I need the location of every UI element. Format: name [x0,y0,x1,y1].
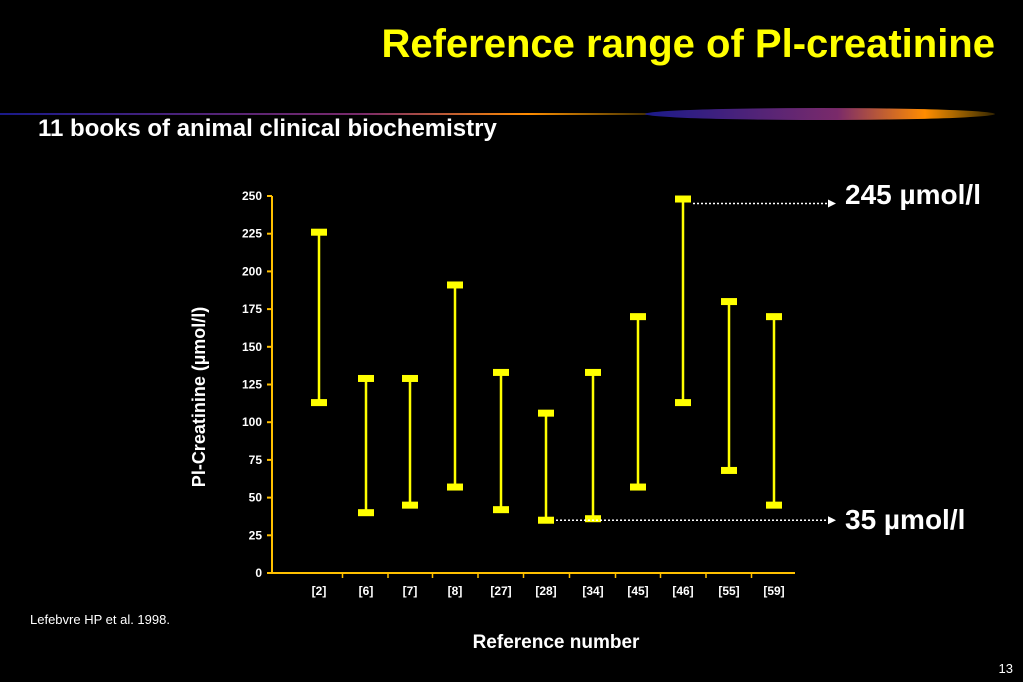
y-tick-label: 225 [242,227,262,241]
y-tick-label: 200 [242,264,262,278]
range-cap-low [630,483,646,491]
reference-arrowhead [828,199,836,208]
range-cap-high [585,368,601,376]
x-tick-label: [8] [448,584,463,598]
x-tick-label: [55] [718,584,739,598]
slide-title: Reference range of Pl-creatinine [381,22,995,66]
range-cap-low [585,515,601,523]
range-cap-low [358,509,374,517]
range-cap-high [766,313,782,321]
y-tick-label: 75 [249,453,263,467]
x-tick-label: [6] [359,584,374,598]
range-cap-low [402,501,418,509]
range-cap-high [675,195,691,203]
range-cap-high [630,313,646,321]
slide-subtitle: 11 books of animal clinical biochemistry [38,115,497,142]
range-cap-low [311,399,327,407]
y-tick-label: 25 [249,528,263,542]
annotation-high-label: 245 µmol/l [845,179,981,210]
x-tick-label: [34] [582,584,603,598]
x-axis-title: Reference number [473,632,640,653]
range-cap-high [721,298,737,306]
x-tick-label: [28] [535,584,556,598]
range-cap-high [402,374,418,382]
x-tick-label: [27] [490,584,511,598]
range-cap-high [493,368,509,376]
annotation-low-label: 35 µmol/l [845,504,966,535]
range-cap-low [675,399,691,407]
reference-arrowhead [828,516,836,525]
x-tick-label: [46] [672,584,693,598]
x-tick-label: [59] [763,584,784,598]
range-cap-high [358,374,374,382]
range-cap-high [447,281,463,289]
y-tick-label: 125 [242,378,262,392]
range-cap-high [311,228,327,236]
decorative-comet-line [0,108,995,120]
x-tick-label: [2] [312,584,327,598]
range-cap-low [721,466,737,474]
y-tick-label: 100 [242,415,262,429]
range-cap-low [766,501,782,509]
citation: Lefebvre HP et al. 1998. [30,612,170,627]
range-cap-low [447,483,463,491]
range-cap-low [493,506,509,514]
range-cap-high [538,409,554,417]
y-tick-label: 175 [242,302,262,316]
y-axis-title: Pl-Creatinine (µmol/l) [189,307,209,487]
y-tick-label: 0 [255,566,262,580]
page-number: 13 [998,661,1013,676]
y-tick-label: 250 [242,189,262,203]
x-tick-label: [45] [627,584,648,598]
range-cap-low [538,516,554,524]
chart-layer: 0 25 50 75 100 125 150 175 200 225 250 [2] [6] [7] [8]… [189,189,836,653]
x-tick-label: [7] [403,584,418,598]
y-tick-label: 50 [249,491,263,505]
y-tick-label: 150 [242,340,262,354]
